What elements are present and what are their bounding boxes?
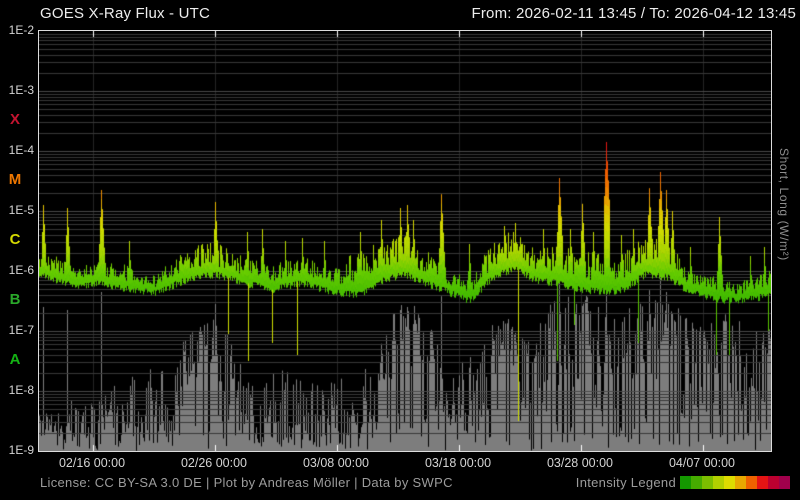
plot-area (38, 30, 772, 452)
y-tick-label: 1E-9 (8, 443, 34, 457)
legend-color-swatch (691, 476, 702, 489)
legend-color-swatch (724, 476, 735, 489)
flare-class-label-c: C (9, 231, 21, 248)
legend-color-swatch (702, 476, 713, 489)
flare-class-label-x: X (9, 111, 20, 128)
flare-class-label-m: M (8, 171, 22, 188)
y-tick-label: 1E-2 (8, 23, 34, 37)
y-tick-label: 1E-4 (8, 143, 34, 157)
x-tick-label: 02/26 00:00 (180, 456, 247, 470)
legend-color-swatch (713, 476, 724, 489)
x-tick-label: 02/16 00:00 (58, 456, 126, 470)
legend-color-swatch (757, 476, 768, 489)
legend-color-swatch (768, 476, 779, 489)
y-tick-label: 1E-3 (8, 83, 34, 97)
intensity-legend: Intensity Legend (576, 475, 790, 490)
y-tick-label: 1E-5 (8, 203, 34, 217)
x-tick-label: 03/18 00:00 (424, 456, 492, 470)
flare-class-label-b: B (9, 291, 21, 308)
intensity-legend-gradient (680, 476, 790, 489)
y-tick-label: 1E-7 (8, 323, 34, 337)
x-tick-label: 03/28 00:00 (546, 456, 613, 470)
flare-class-label-a: A (9, 351, 21, 368)
legend-color-swatch (735, 476, 746, 489)
x-tick-label: 04/07 00:00 (668, 456, 735, 470)
page-title: GOES X-Ray Flux - UTC (40, 5, 211, 22)
legend-color-swatch (779, 476, 790, 489)
y-tick-label: 1E-6 (8, 263, 34, 277)
x-tick-label: 03/08 00:00 (302, 456, 369, 470)
license-text: License: CC BY-SA 3.0 DE | Plot by Andre… (40, 475, 453, 490)
intensity-legend-label: Intensity Legend (575, 475, 676, 490)
xray-flux-canvas (39, 31, 771, 451)
right-axis-label: Short, Long (W/m²) (777, 148, 791, 261)
legend-color-swatch (680, 476, 691, 489)
legend-color-swatch (746, 476, 757, 489)
y-tick-label: 1E-8 (8, 383, 34, 397)
time-range-label: From: 2026-02-11 13:45 / To: 2026-04-12 … (471, 5, 796, 22)
